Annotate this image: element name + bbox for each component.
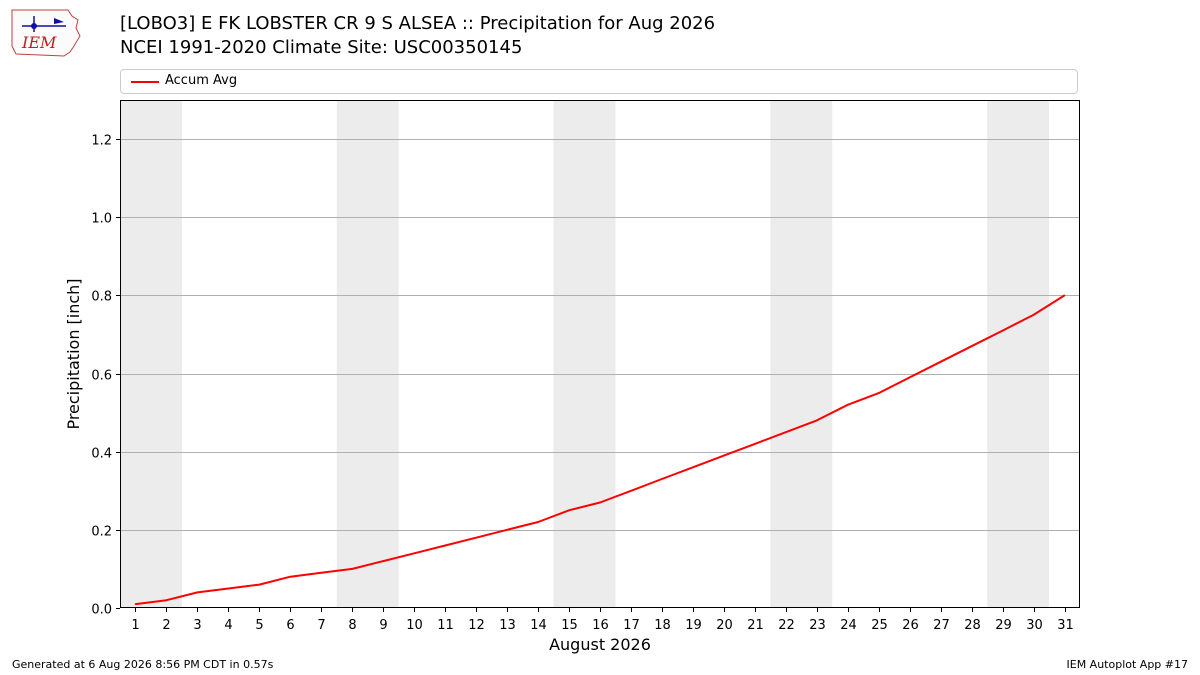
data-point (785, 431, 787, 433)
legend-line-swatch (131, 81, 159, 83)
chart-subtitle: NCEI 1991-2020 Climate Site: USC00350145 (120, 37, 523, 58)
data-point (846, 404, 849, 406)
weekend-band (336, 100, 399, 608)
data-point (227, 587, 230, 590)
weekend-band (553, 100, 616, 608)
x-tick-label: 30 (1026, 618, 1043, 633)
data-point (1063, 294, 1066, 297)
x-tick-label: 10 (406, 618, 423, 633)
x-tick-label: 18 (654, 618, 671, 633)
x-axis: 1 2 3 4 5 6 7 8 9 10 11 12 13 14 15 16 17 18 19 20 21 22 23 24 2… (131, 608, 1074, 633)
logo-text: IEM (21, 33, 57, 52)
x-tick-label: 7 (317, 618, 325, 633)
x-tick-label: 6 (286, 618, 294, 633)
weekend-band (987, 100, 1050, 608)
chart-title: [LOBO3] E FK LOBSTER CR 9 S ALSEA :: Pre… (120, 13, 716, 34)
weekend-band (120, 100, 182, 608)
x-tick-label: 2 (162, 618, 170, 633)
data-point (877, 392, 880, 394)
x-tick-label: 3 (193, 618, 201, 633)
data-point (444, 544, 446, 547)
x-tick-label: 27 (933, 618, 950, 633)
data-point (1001, 329, 1004, 332)
x-tick-label: 22 (778, 618, 795, 633)
y-tick-label: 0.4 (91, 447, 112, 462)
legend: Accum Avg (120, 69, 1078, 94)
y-tick-label: 0.0 (91, 603, 112, 618)
data-point (661, 478, 663, 480)
x-tick-label: 26 (902, 618, 919, 633)
x-tick-label: 20 (716, 618, 733, 633)
iowa-state-outline (11, 9, 81, 57)
x-tick-label: 24 (840, 618, 857, 633)
data-point (723, 454, 725, 457)
weekend-bands (120, 100, 1050, 608)
x-tick-label: 11 (437, 618, 454, 633)
y-tick-label: 1.0 (91, 212, 112, 227)
x-tick-label: 8 (348, 618, 356, 633)
x-tick-label: 31 (1057, 618, 1074, 633)
x-tick-label: 17 (623, 618, 640, 633)
data-point (692, 466, 694, 469)
data-point (258, 583, 261, 586)
plot-frame (120, 100, 1080, 608)
data-point (939, 361, 942, 363)
data-point (289, 575, 292, 578)
data-point (630, 489, 632, 492)
data-point (754, 443, 756, 445)
y-tick-label: 1.2 (91, 134, 112, 149)
y-tick-label: 0.8 (91, 290, 112, 305)
data-point (413, 552, 415, 555)
data-point (970, 345, 973, 347)
data-point (475, 536, 477, 539)
x-tick-label: 13 (499, 618, 516, 633)
generated-timestamp: Generated at 6 Aug 2026 8:56 PM CDT in 0… (12, 658, 274, 671)
data-point (908, 376, 911, 379)
data-point (351, 568, 354, 570)
y-tick-label: 0.2 (91, 525, 112, 540)
data-point (537, 521, 539, 523)
legend-label: Accum Avg (165, 73, 238, 88)
x-tick-label: 28 (964, 618, 981, 633)
data-point (320, 572, 323, 574)
data-point (815, 419, 818, 422)
x-tick-label: 23 (809, 618, 826, 633)
x-tick-label: 9 (379, 618, 387, 633)
data-point (382, 560, 385, 562)
x-tick-label: 25 (871, 618, 888, 633)
x-tick-label: 4 (224, 618, 232, 633)
y-axis: 0.0 0.2 0.4 0.6 0.8 1.0 1.2 (91, 134, 120, 618)
x-tick-label: 29 (995, 618, 1012, 633)
weekend-band (770, 100, 833, 608)
app-label: IEM Autoplot App #17 (1066, 658, 1189, 671)
x-tick-label: 12 (468, 618, 485, 633)
iem-logo: IEM (11, 9, 81, 57)
data-point (1032, 314, 1035, 316)
x-tick-label: 21 (747, 618, 764, 633)
x-tick-label: 5 (255, 618, 263, 633)
x-axis-label: August 2026 (549, 635, 651, 654)
x-tick-label: 16 (592, 618, 609, 633)
gridlines (120, 139, 1080, 531)
y-tick-label: 0.6 (91, 369, 112, 384)
x-tick-label: 1 (131, 618, 139, 633)
data-point (165, 599, 168, 601)
data-point (196, 591, 199, 594)
data-point (134, 603, 137, 605)
series-group (134, 294, 1066, 606)
data-point (506, 529, 508, 531)
x-tick-label: 15 (561, 618, 578, 633)
data-point (599, 501, 601, 504)
x-tick-label: 19 (685, 618, 702, 633)
y-axis-label: Precipitation [inch] (64, 278, 83, 429)
x-tick-label: 14 (530, 618, 547, 633)
data-point (568, 509, 570, 512)
